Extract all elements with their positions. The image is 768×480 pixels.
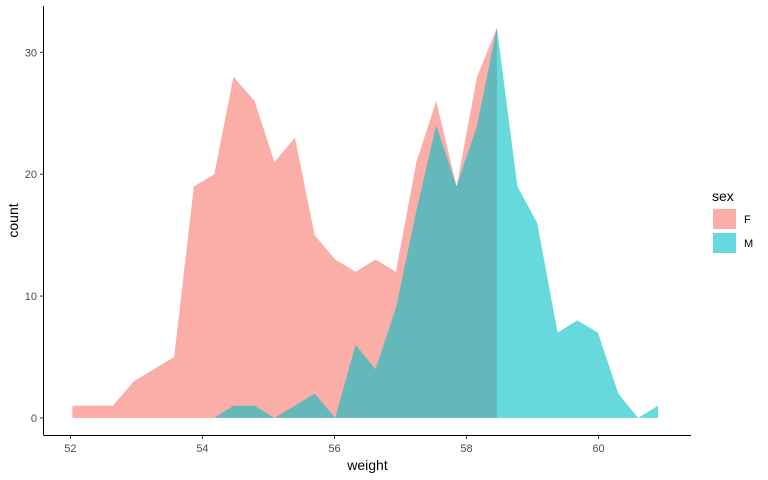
legend-key-f (713, 209, 736, 229)
y-axis-title: count (5, 203, 21, 237)
legend-items: FM (713, 209, 753, 253)
legend-title: sex (712, 188, 734, 204)
x-tick-label: 60 (592, 443, 604, 455)
x-tick-label: 56 (328, 443, 340, 455)
y-tick-label: 20 (25, 169, 37, 181)
x-tick-label: 52 (64, 443, 76, 455)
legend-label-f: F (744, 214, 751, 226)
series-area-m (214, 27, 659, 418)
x-axis-title: weight (346, 457, 388, 473)
x-axis-ticks: 52 54 56 58 60 (64, 435, 605, 455)
series-area-f (72, 27, 497, 418)
legend-label-m: M (744, 238, 753, 250)
y-tick-label: 0 (31, 413, 37, 425)
series-areas (72, 27, 659, 418)
y-tick-label: 30 (25, 47, 37, 59)
legend-key-m (713, 233, 736, 253)
x-tick-label: 54 (196, 443, 208, 455)
y-tick-label: 10 (25, 291, 37, 303)
x-tick-label: 58 (460, 443, 472, 455)
y-axis-ticks: 0 10 20 30 (25, 47, 44, 425)
legend: sex FM (712, 188, 753, 253)
